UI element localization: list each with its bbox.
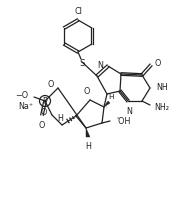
Text: N: N xyxy=(97,60,103,69)
Polygon shape xyxy=(86,128,90,137)
Text: O: O xyxy=(84,86,90,95)
Text: NH₂: NH₂ xyxy=(154,103,169,112)
Text: −O: −O xyxy=(15,91,28,100)
Text: P: P xyxy=(43,97,47,106)
Polygon shape xyxy=(104,102,110,108)
Text: H: H xyxy=(85,141,91,150)
Text: N: N xyxy=(126,106,132,115)
Text: O: O xyxy=(41,108,47,117)
Text: NH: NH xyxy=(156,83,168,92)
Text: 'OH: 'OH xyxy=(116,117,130,126)
Text: Na⁺: Na⁺ xyxy=(18,102,33,111)
Text: H: H xyxy=(108,94,114,100)
Text: O: O xyxy=(48,80,54,89)
Text: Cl: Cl xyxy=(74,7,82,16)
Text: O: O xyxy=(155,58,161,67)
Text: O: O xyxy=(39,120,45,129)
Text: S: S xyxy=(79,58,85,67)
Text: H: H xyxy=(57,114,63,123)
